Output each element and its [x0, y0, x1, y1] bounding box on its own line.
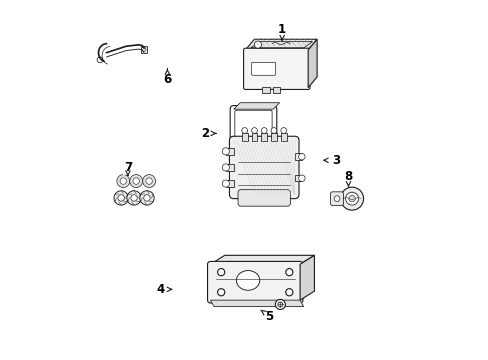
FancyBboxPatch shape: [207, 261, 303, 303]
Polygon shape: [233, 103, 279, 109]
Text: 5: 5: [265, 310, 273, 323]
Circle shape: [140, 191, 154, 205]
Circle shape: [143, 195, 150, 201]
Bar: [225, 148, 234, 155]
Bar: [273, 87, 280, 93]
Text: 2: 2: [201, 127, 209, 140]
Circle shape: [129, 175, 142, 188]
Circle shape: [254, 41, 261, 48]
Circle shape: [222, 180, 229, 187]
Bar: [242, 133, 247, 140]
Circle shape: [117, 175, 129, 188]
Circle shape: [118, 195, 124, 201]
Bar: [280, 133, 286, 140]
Ellipse shape: [236, 271, 259, 290]
Circle shape: [270, 128, 276, 134]
Circle shape: [285, 269, 292, 276]
Bar: [261, 133, 266, 140]
Polygon shape: [210, 255, 314, 264]
FancyBboxPatch shape: [234, 110, 271, 139]
Circle shape: [126, 191, 141, 205]
Circle shape: [298, 175, 305, 181]
Bar: [140, 45, 147, 53]
Text: 1: 1: [278, 23, 285, 36]
Circle shape: [142, 47, 145, 51]
Bar: [270, 133, 276, 140]
Polygon shape: [210, 300, 303, 307]
Text: 8: 8: [344, 170, 352, 183]
Circle shape: [280, 128, 286, 134]
FancyBboxPatch shape: [230, 105, 276, 143]
Text: 6: 6: [163, 73, 171, 86]
Circle shape: [222, 148, 229, 155]
Circle shape: [114, 191, 128, 205]
Text: 3: 3: [331, 154, 339, 167]
Text: 4: 4: [156, 283, 164, 296]
Polygon shape: [300, 255, 314, 300]
Circle shape: [340, 187, 363, 210]
Text: 7: 7: [123, 161, 132, 174]
Circle shape: [348, 195, 355, 202]
Circle shape: [217, 289, 224, 296]
Circle shape: [97, 57, 102, 63]
Circle shape: [131, 195, 137, 201]
Circle shape: [277, 302, 282, 307]
Circle shape: [345, 192, 358, 205]
Circle shape: [298, 153, 305, 160]
FancyBboxPatch shape: [238, 190, 290, 206]
Bar: [225, 180, 234, 187]
Bar: [294, 153, 301, 160]
Bar: [262, 87, 269, 93]
Circle shape: [251, 128, 257, 134]
Circle shape: [242, 128, 247, 134]
Circle shape: [145, 178, 152, 184]
FancyBboxPatch shape: [251, 62, 275, 75]
Circle shape: [142, 175, 155, 188]
Circle shape: [120, 178, 126, 184]
Bar: [251, 133, 257, 140]
Bar: [225, 164, 234, 171]
Circle shape: [275, 300, 285, 310]
Polygon shape: [245, 39, 317, 50]
FancyBboxPatch shape: [330, 192, 343, 206]
Bar: [294, 175, 301, 181]
Circle shape: [261, 128, 266, 134]
Circle shape: [333, 196, 339, 202]
Circle shape: [285, 289, 292, 296]
FancyBboxPatch shape: [243, 48, 309, 89]
Polygon shape: [307, 39, 317, 87]
Circle shape: [222, 164, 229, 171]
Circle shape: [133, 178, 139, 184]
FancyBboxPatch shape: [229, 136, 298, 199]
Circle shape: [217, 269, 224, 276]
